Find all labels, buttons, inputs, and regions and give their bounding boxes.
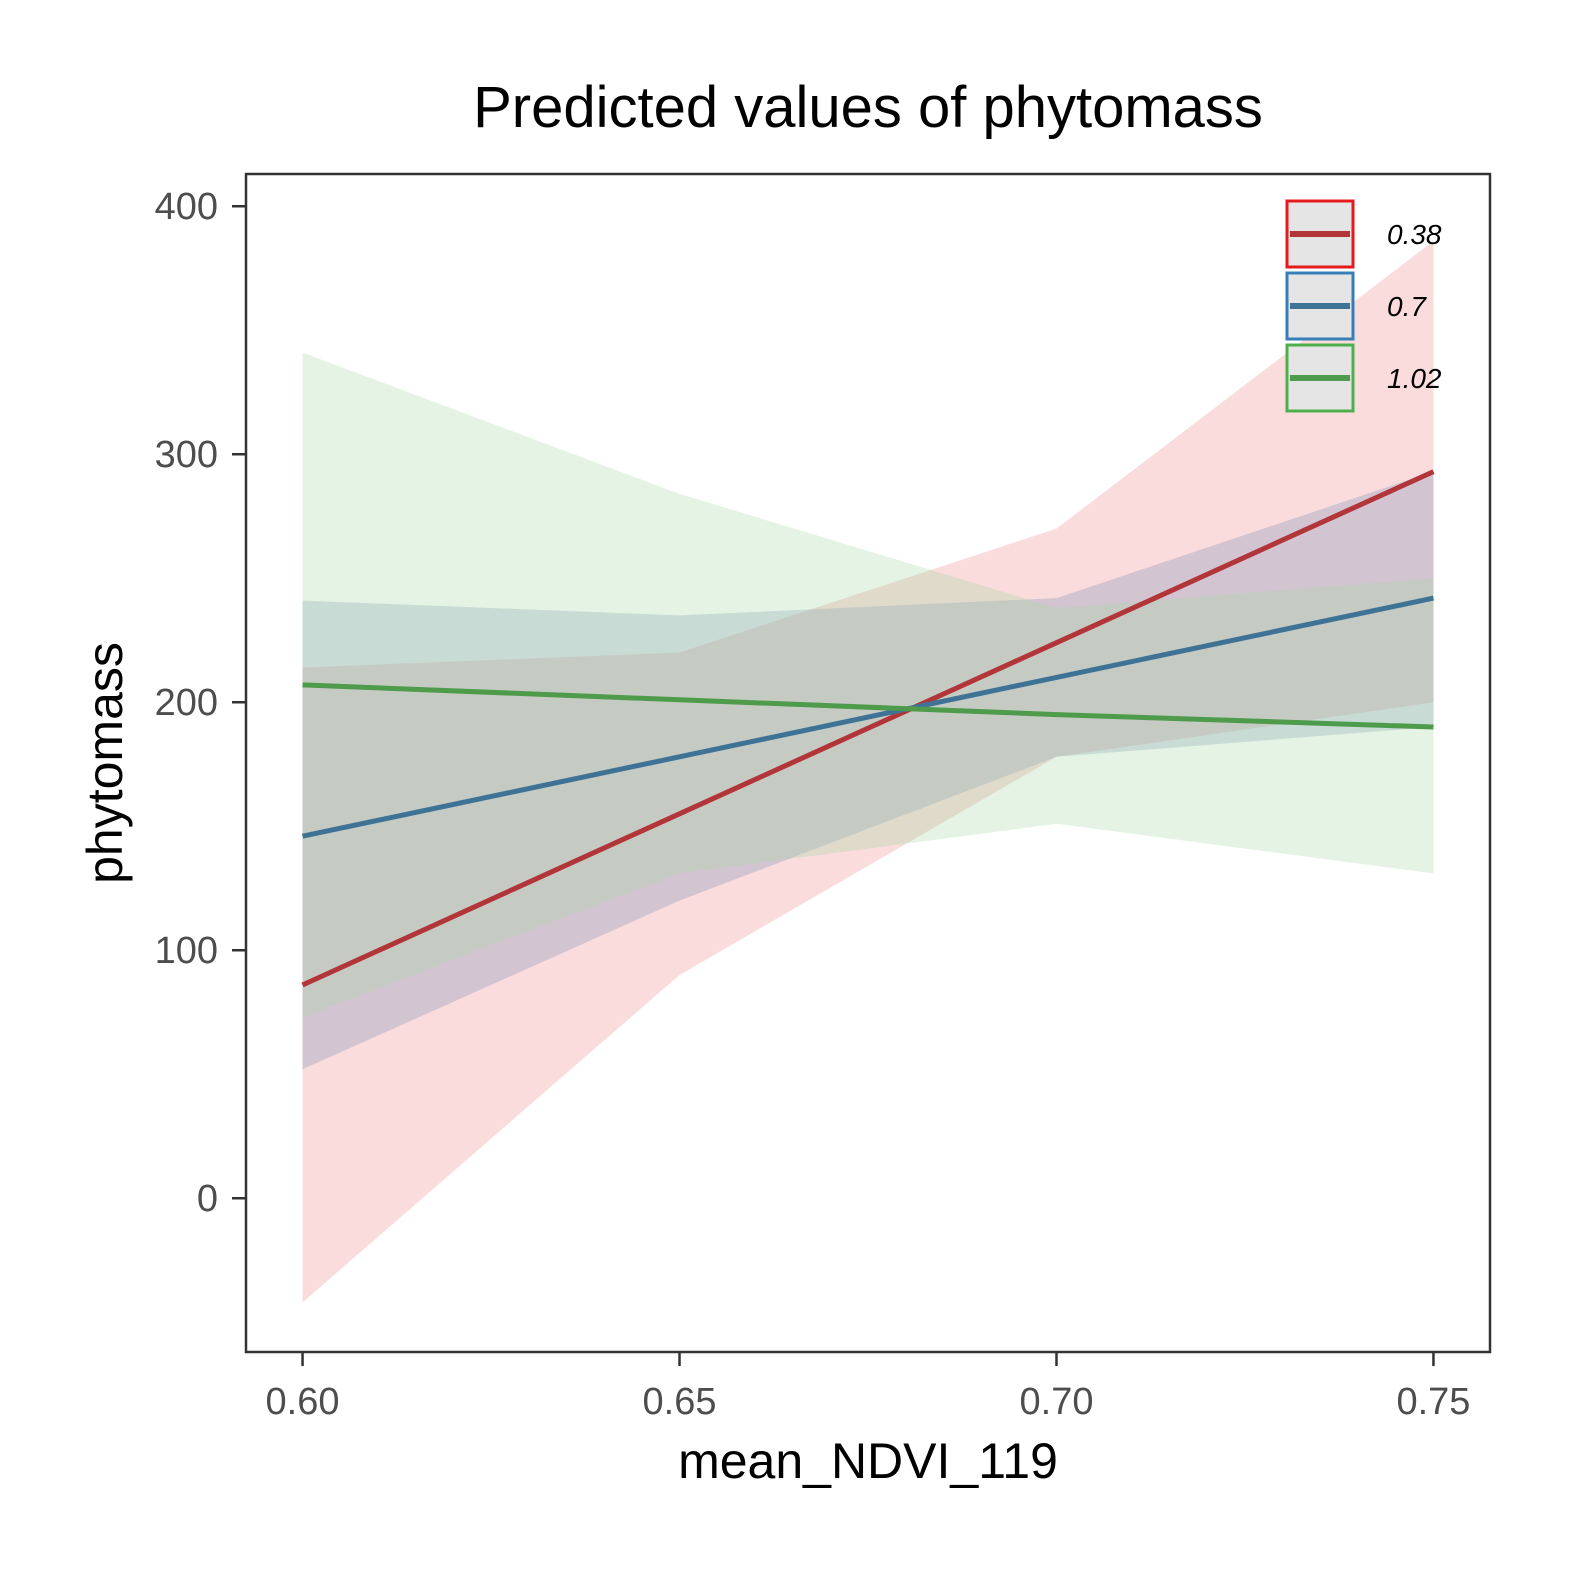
x-tick-label: 0.75 — [1396, 1381, 1470, 1423]
y-tick-label: 300 — [155, 434, 218, 476]
x-tick-label: 0.60 — [266, 1381, 340, 1423]
plot-panel-border — [244, 172, 1492, 1354]
x-axis: 0.60 0.65 0.70 0.75 — [266, 1352, 1470, 1423]
legend-label-1: 0.7 — [1387, 291, 1427, 322]
series-line-1 — [301, 595, 1435, 839]
y-axis: 0 100 200 300 400 — [155, 186, 246, 1220]
y-tick-label: 100 — [155, 930, 218, 972]
legend-label-2: 1.02 — [1387, 363, 1442, 394]
x-tick-label: 0.65 — [643, 1381, 717, 1423]
chart-title: Predicted values of phytomass — [473, 75, 1263, 140]
x-axis-title: mean_NDVI_119 — [678, 1433, 1058, 1489]
legend-label-0: 0.38 — [1387, 219, 1442, 250]
confidence-band-2 — [302, 352, 1434, 1018]
series-lines — [301, 469, 1435, 988]
confidence-band-1 — [302, 471, 1434, 1070]
y-axis-title: phytomass — [77, 642, 133, 884]
x-tick-label: 0.70 — [1020, 1381, 1094, 1423]
confidence-bands — [302, 241, 1434, 1303]
y-tick-label: 0 — [197, 1178, 218, 1220]
confidence-band-0 — [302, 241, 1434, 1303]
series-line-2 — [302, 682, 1434, 730]
y-tick-label: 400 — [155, 186, 218, 228]
legend: 0.38 0.7 1.02 — [1285, 199, 1442, 413]
y-tick-label: 200 — [155, 682, 218, 724]
series-line-0 — [301, 469, 1435, 988]
